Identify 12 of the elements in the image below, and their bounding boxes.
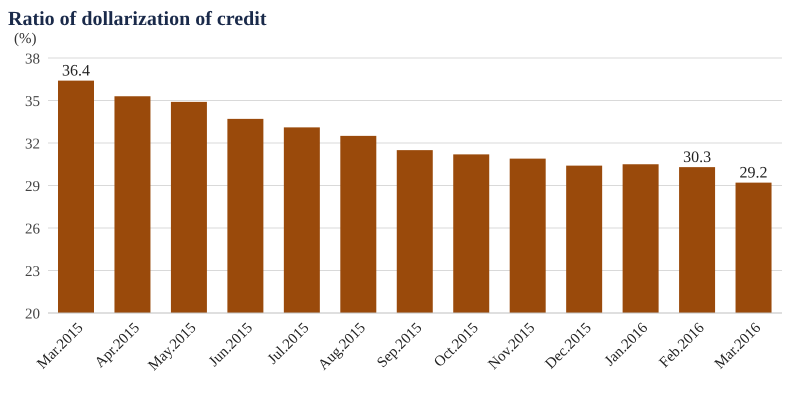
y-axis-title: (%) xyxy=(14,30,38,48)
y-tick-label: 20 xyxy=(25,306,40,322)
data-label: 29.2 xyxy=(740,164,768,182)
y-tick-label: 23 xyxy=(25,264,40,280)
chart-title: Ratio of dollarization of credit xyxy=(8,8,268,30)
data-label: 30.3 xyxy=(683,149,712,166)
y-tick-label: 29 xyxy=(25,178,40,195)
y-tick-label: 26 xyxy=(25,221,40,238)
data-label: 36.4 xyxy=(62,62,90,80)
y-tick-label: 38 xyxy=(25,51,40,68)
y-tick-label: 35 xyxy=(25,94,40,110)
y-tick-label: 32 xyxy=(25,136,40,152)
